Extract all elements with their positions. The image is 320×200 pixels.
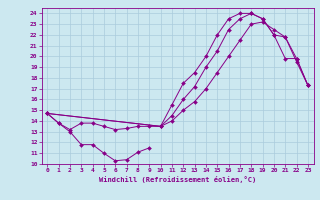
X-axis label: Windchill (Refroidissement éolien,°C): Windchill (Refroidissement éolien,°C): [99, 176, 256, 183]
